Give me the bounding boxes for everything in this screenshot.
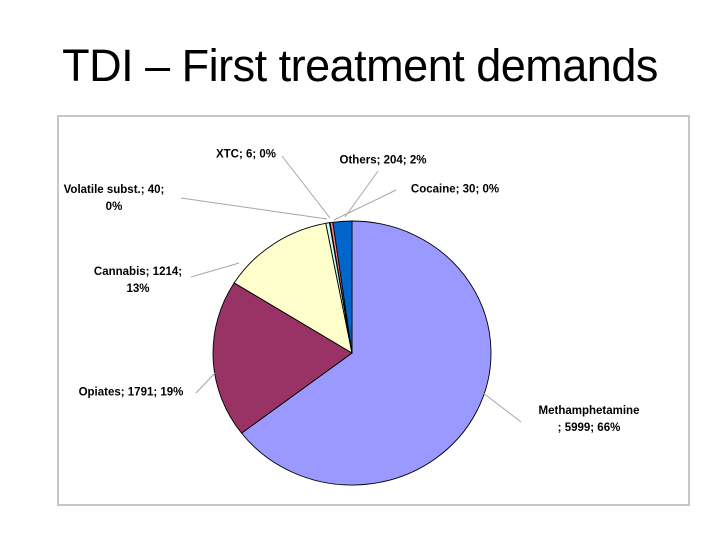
- callout-meth-line-2: ; 5999; 66%: [557, 422, 621, 434]
- leader-line-cannabis: [190, 262, 240, 278]
- callout-cannabis-line-2: 13%: [126, 283, 150, 295]
- callout-opiates: Opiates; 1791; 19%: [76, 384, 186, 402]
- callout-meth-line-1: Methamphetamine: [538, 405, 640, 417]
- callout-cocaine-line-1: Cocaine; 30; 0%: [410, 183, 500, 196]
- pie-labels-layer: XTC; 6; 0% Others; 204; 2% Cocaine; 30; 0%…: [59, 117, 688, 504]
- callout-volatile: Volatile subst.; 40; 0%: [61, 182, 167, 216]
- pie-slice-methamphetamine: [240, 220, 492, 486]
- chart-frame: XTC; 6; 0% Others; 204; 2% Cocaine; 30; 0%…: [57, 115, 690, 506]
- leader-line-opiates: [195, 372, 216, 394]
- callout-cannabis-line-1: Cannabis; 1214;: [93, 266, 183, 278]
- callout-xtc-line-1: XTC; 6; 0%: [215, 148, 277, 161]
- callout-opiates-line-1: Opiates; 1791; 19%: [78, 386, 184, 399]
- pie-chart: [180, 155, 522, 486]
- pie-slice-cannabis: [233, 222, 353, 354]
- callout-cocaine: Cocaine; 30; 0%: [408, 181, 502, 199]
- pie-slice-others: [332, 220, 353, 354]
- leader-line-meth: [477, 388, 522, 423]
- callout-others: Others; 204; 2%: [337, 152, 429, 170]
- leader-line-xtc: [281, 155, 331, 219]
- callout-xtc: XTC; 6; 0%: [213, 146, 279, 164]
- callout-others-line-1: Others; 204; 2%: [339, 154, 427, 167]
- leader-line-others: [344, 170, 379, 218]
- slide-title: TDI – First treatment demands: [62, 40, 658, 91]
- callout-meth: Methamphetamine ; 5999; 66%: [536, 403, 642, 437]
- leader-line-volatile: [180, 197, 328, 220]
- callout-cannabis: Cannabis; 1214; 13%: [91, 264, 185, 298]
- callout-volatile-line-1: Volatile subst.; 40;: [63, 184, 165, 196]
- callout-volatile-line-2: 0%: [105, 201, 123, 213]
- pie-slice-opiates: [212, 282, 353, 434]
- leader-line-cocaine: [333, 189, 397, 221]
